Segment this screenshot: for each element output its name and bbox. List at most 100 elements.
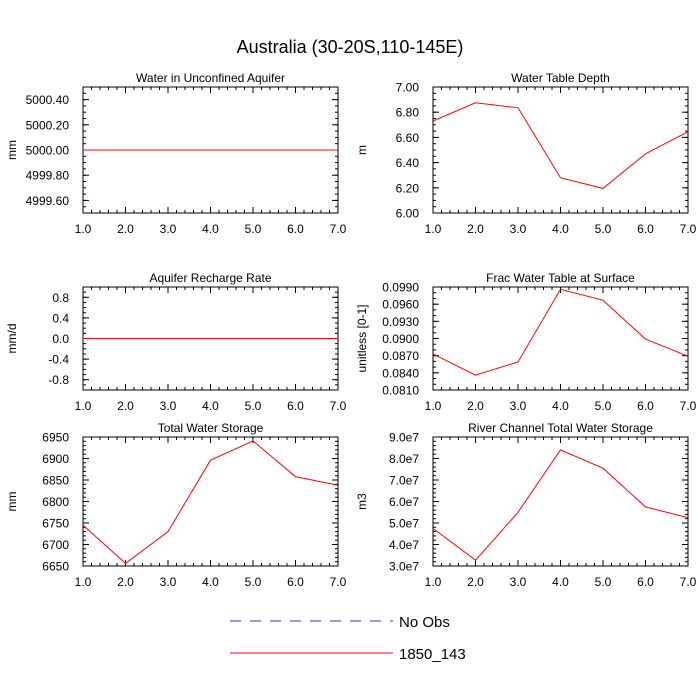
x-tick-label: 2.0	[117, 222, 134, 236]
x-tick-label: 2.0	[467, 222, 484, 236]
x-tick-label: 2.0	[117, 575, 134, 589]
data-point	[295, 476, 297, 478]
y-tick-label: 0.0900	[382, 332, 419, 346]
data-point	[82, 149, 84, 151]
panel-title: River Channel Total Water Storage	[468, 421, 653, 435]
data-point	[602, 299, 604, 301]
y-tick-label: 5000.40	[26, 93, 70, 107]
data-point	[252, 149, 254, 151]
y-tick-label: 0.0990	[382, 281, 419, 295]
y-axis-label: mm	[5, 140, 19, 160]
y-tick-label: 6.60	[396, 131, 420, 145]
data-point	[475, 559, 477, 561]
data-point	[602, 467, 604, 469]
y-tick-label: 0.0810	[382, 384, 419, 398]
plot-frame	[432, 436, 689, 567]
y-tick-label: 4999.80	[26, 169, 70, 183]
data-point	[337, 149, 339, 151]
y-tick-label: 6650	[42, 560, 69, 574]
y-tick-label: 0.0870	[382, 349, 419, 363]
plot-frame	[432, 286, 689, 391]
y-tick-label: 0.0840	[382, 366, 419, 380]
series-line-1850_143	[432, 449, 689, 561]
legend: No Obs 1850_143	[230, 614, 466, 663]
panels: Water in Unconfined Aquifer mm 4999.60 4999…	[5, 71, 697, 589]
data-point	[560, 177, 562, 179]
data-point	[475, 102, 477, 104]
x-tick-label: 3.0	[510, 399, 527, 413]
data-point	[252, 338, 254, 340]
x-tick-label: 1.0	[425, 222, 442, 236]
y-tick-label: 3.0e7	[389, 560, 419, 574]
y-axis-label: mm/d	[5, 324, 19, 354]
panel-title: Aquifer Recharge Rate	[149, 271, 271, 285]
x-tick-label: 5.0	[245, 575, 262, 589]
x-tick-label: 3.0	[510, 222, 527, 236]
y-tick-label: 6.40	[396, 156, 420, 170]
x-tick-label: 1.0	[425, 399, 442, 413]
data-point	[687, 131, 689, 133]
y-tick-label: 0.0930	[382, 315, 419, 329]
data-point	[602, 187, 604, 189]
x-tick-label: 6.0	[287, 575, 304, 589]
y-tick-label: -0.4	[48, 353, 69, 367]
data-point	[337, 338, 339, 340]
data-point	[125, 338, 127, 340]
y-tick-label: 7.0e7	[389, 474, 419, 488]
y-tick-label: 0.0	[52, 332, 69, 346]
data-point	[517, 511, 519, 513]
y-tick-label: 8.0e7	[389, 452, 419, 466]
panel-5: Total Water Storage mm 6650 6700 6750 6800 685…	[5, 421, 347, 589]
legend-label: No Obs	[399, 614, 450, 631]
panel-1: Water in Unconfined Aquifer mm 4999.60 4999…	[5, 71, 347, 236]
figure-title: Australia (30-20S,110-145E)	[237, 37, 464, 57]
data-point	[252, 440, 254, 442]
data-point	[295, 338, 297, 340]
y-tick-label: 0.8	[52, 291, 69, 305]
y-tick-label: 7.00	[396, 81, 420, 95]
x-tick-label: 7.0	[330, 399, 347, 413]
y-axis-label: m3	[355, 493, 369, 510]
data-point	[432, 527, 434, 529]
data-point	[432, 353, 434, 355]
data-point	[167, 338, 169, 340]
data-point	[210, 338, 212, 340]
data-point	[560, 449, 562, 451]
y-tick-label: 0.0960	[382, 298, 419, 312]
x-tick-label: 3.0	[160, 399, 177, 413]
x-tick-label: 7.0	[680, 222, 697, 236]
legend-entry: No Obs	[230, 614, 450, 631]
data-point	[517, 361, 519, 363]
x-tick-label: 4.0	[552, 399, 569, 413]
x-tick-label: 2.0	[467, 575, 484, 589]
x-tick-label: 5.0	[245, 222, 262, 236]
x-tick-label: 4.0	[202, 399, 219, 413]
x-tick-label: 7.0	[330, 222, 347, 236]
x-tick-label: 2.0	[467, 399, 484, 413]
x-tick-label: 5.0	[595, 575, 612, 589]
data-point	[560, 288, 562, 290]
legend-label: 1850_143	[399, 646, 466, 663]
x-tick-label: 5.0	[245, 399, 262, 413]
x-tick-label: 2.0	[117, 399, 134, 413]
x-tick-label: 1.0	[425, 575, 442, 589]
panel-title: Water Table Depth	[511, 71, 610, 85]
data-point	[125, 562, 127, 564]
x-tick-label: 1.0	[75, 575, 92, 589]
x-tick-label: 6.0	[287, 399, 304, 413]
data-point	[517, 107, 519, 109]
y-tick-label: 6950	[42, 431, 69, 445]
y-tick-label: 5.0e7	[389, 517, 419, 531]
data-point	[210, 149, 212, 151]
data-point	[295, 149, 297, 151]
plot-frame	[432, 86, 689, 214]
x-tick-label: 7.0	[330, 575, 347, 589]
data-point	[475, 374, 477, 376]
data-point	[125, 149, 127, 151]
y-tick-label: 6800	[42, 495, 69, 509]
panel-title: Total Water Storage	[158, 421, 264, 435]
panel-3: Aquifer Recharge Rate mm/d -0.8 -0.4 0.0 0.4 0…	[5, 271, 347, 413]
panel-title: Water in Unconfined Aquifer	[136, 71, 285, 85]
panel-4: Frac Water Table at Surface unitless [0-1…	[355, 271, 697, 413]
plot-frame	[82, 436, 339, 567]
